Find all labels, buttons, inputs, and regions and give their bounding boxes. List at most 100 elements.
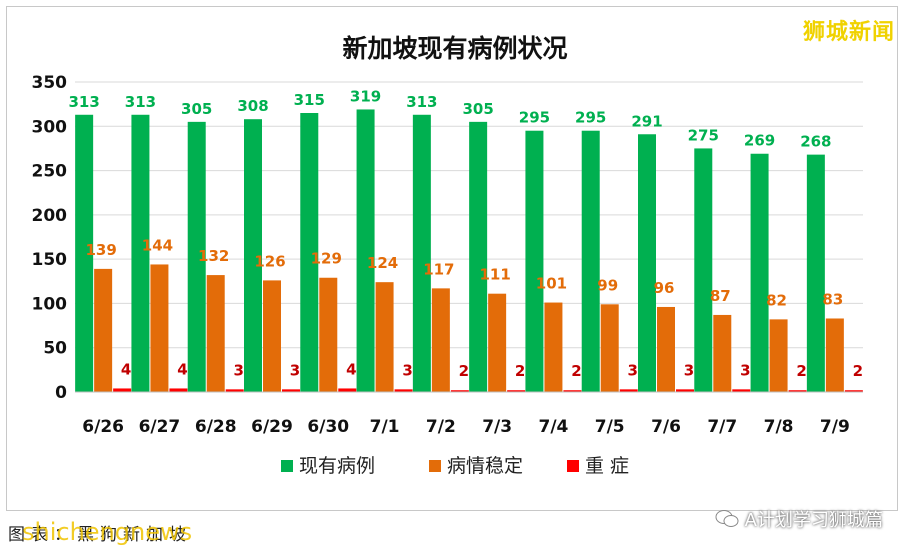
bar-critical — [282, 389, 300, 392]
bar-critical — [732, 389, 751, 392]
y-tick-label: 250 — [32, 162, 68, 182]
data-label-critical: 3 — [233, 361, 243, 379]
bars — [75, 109, 863, 393]
bar-stable — [657, 306, 675, 392]
data-label-critical: 4 — [177, 360, 187, 378]
data-label-stable: 82 — [766, 291, 787, 309]
x-tick-label: 7/4 — [538, 417, 568, 437]
legend-swatch — [281, 460, 293, 472]
data-label-stable: 124 — [367, 254, 398, 272]
data-label-current: 269 — [744, 132, 775, 150]
data-label-current: 305 — [181, 100, 212, 118]
bar-current — [244, 119, 262, 392]
bar-current — [806, 154, 825, 392]
x-tick-label: 6/30 — [307, 417, 349, 437]
legend-label: 病情稳定 — [447, 455, 523, 477]
data-label-stable: 101 — [536, 275, 567, 293]
data-label-critical: 3 — [290, 361, 300, 379]
legend-swatch — [429, 460, 441, 472]
bar-stable — [375, 282, 394, 392]
chart-title: 新加坡现有病例状况 — [342, 34, 567, 63]
x-tick-label: 6/27 — [139, 417, 181, 437]
data-label-current: 313 — [68, 93, 99, 111]
legend-label: 重 症 — [585, 455, 629, 477]
bar-stable — [94, 268, 113, 392]
bar-stable — [319, 277, 338, 392]
y-axis-ticks: 0 50 100 150 200 250 300 350 — [32, 73, 68, 403]
y-tick-label: 100 — [32, 294, 68, 314]
data-label-critical: 2 — [515, 362, 525, 380]
bar-critical — [394, 389, 413, 392]
data-label-critical: 2 — [571, 362, 581, 380]
bar-current — [525, 130, 544, 392]
data-label-stable: 96 — [654, 279, 675, 297]
bar-stable — [488, 293, 507, 392]
legend-swatch — [567, 460, 579, 472]
bar-critical — [450, 390, 469, 392]
bar-stable — [600, 304, 619, 392]
bar-current — [694, 148, 713, 392]
wechat-icon — [715, 509, 739, 529]
bar-stable — [150, 264, 169, 392]
data-label-critical: 3 — [402, 361, 412, 379]
y-tick-label: 200 — [32, 206, 68, 226]
x-tick-label: 7/6 — [651, 417, 681, 437]
data-label-current: 315 — [294, 91, 325, 109]
y-tick-label: 350 — [32, 73, 68, 93]
data-label-current: 308 — [237, 97, 268, 115]
caption: 图表：黑狗新加坡 — [8, 525, 192, 545]
bar-critical — [619, 389, 638, 392]
data-label-stable: 111 — [479, 266, 510, 284]
data-label-critical: 4 — [121, 360, 131, 378]
x-tick-label: 7/9 — [820, 417, 850, 437]
bar-critical — [676, 389, 694, 392]
data-label-current: 291 — [631, 112, 662, 130]
data-label-critical: 4 — [346, 360, 356, 378]
legend-label: 现有病例 — [299, 455, 375, 477]
y-tick-label: 0 — [55, 383, 67, 403]
data-label-stable: 126 — [254, 252, 285, 270]
bar-critical — [169, 388, 188, 392]
data-label-current: 313 — [125, 93, 156, 111]
bar-current — [131, 114, 150, 393]
x-tick-label: 7/1 — [370, 417, 400, 437]
data-label-stable: 144 — [142, 236, 173, 254]
y-tick-label: 300 — [32, 117, 68, 137]
bar-current — [300, 113, 319, 392]
data-label-critical: 3 — [740, 361, 750, 379]
data-label-stable: 117 — [423, 260, 454, 278]
x-tick-label: 6/28 — [195, 417, 237, 437]
bar-stable — [263, 280, 281, 392]
legend: 现有病例 病情稳定 重 症 — [281, 455, 629, 477]
y-tick-label: 50 — [43, 339, 67, 359]
bar-critical — [507, 390, 526, 392]
data-label-stable: 129 — [311, 250, 342, 268]
data-label-critical: 2 — [796, 362, 806, 380]
bar-current — [187, 121, 206, 392]
data-labels: 313 139 4 313 144 4 305 132 3 308 126 3 315 129 4 319 12… — [68, 87, 863, 380]
data-label-stable: 139 — [85, 241, 116, 259]
bar-stable — [713, 314, 732, 392]
bar-critical — [113, 388, 132, 392]
x-tick-label: 7/5 — [595, 417, 625, 437]
bar-critical — [788, 390, 807, 392]
bar-critical — [563, 390, 582, 392]
x-tick-label: 6/29 — [251, 417, 293, 437]
bar-current — [75, 114, 94, 393]
x-tick-label: 6/26 — [82, 417, 124, 437]
bar-current — [412, 114, 431, 393]
x-tick-label: 7/3 — [482, 417, 512, 437]
data-label-current: 268 — [800, 133, 831, 151]
bar-critical — [844, 390, 863, 392]
watermark-top: 狮城新闻 — [802, 20, 895, 45]
data-label-current: 319 — [350, 87, 381, 105]
x-axis-ticks: 6/26 6/27 6/28 6/29 6/30 7/1 7/2 7/3 7/4 7/5 7/6 7/… — [82, 417, 850, 437]
bar-current — [638, 134, 656, 392]
data-label-current: 305 — [462, 100, 493, 118]
data-label-critical: 2 — [853, 362, 863, 380]
gridlines — [75, 81, 863, 349]
bar-critical — [225, 389, 244, 392]
data-label-critical: 3 — [627, 361, 637, 379]
bar-current — [356, 109, 375, 392]
